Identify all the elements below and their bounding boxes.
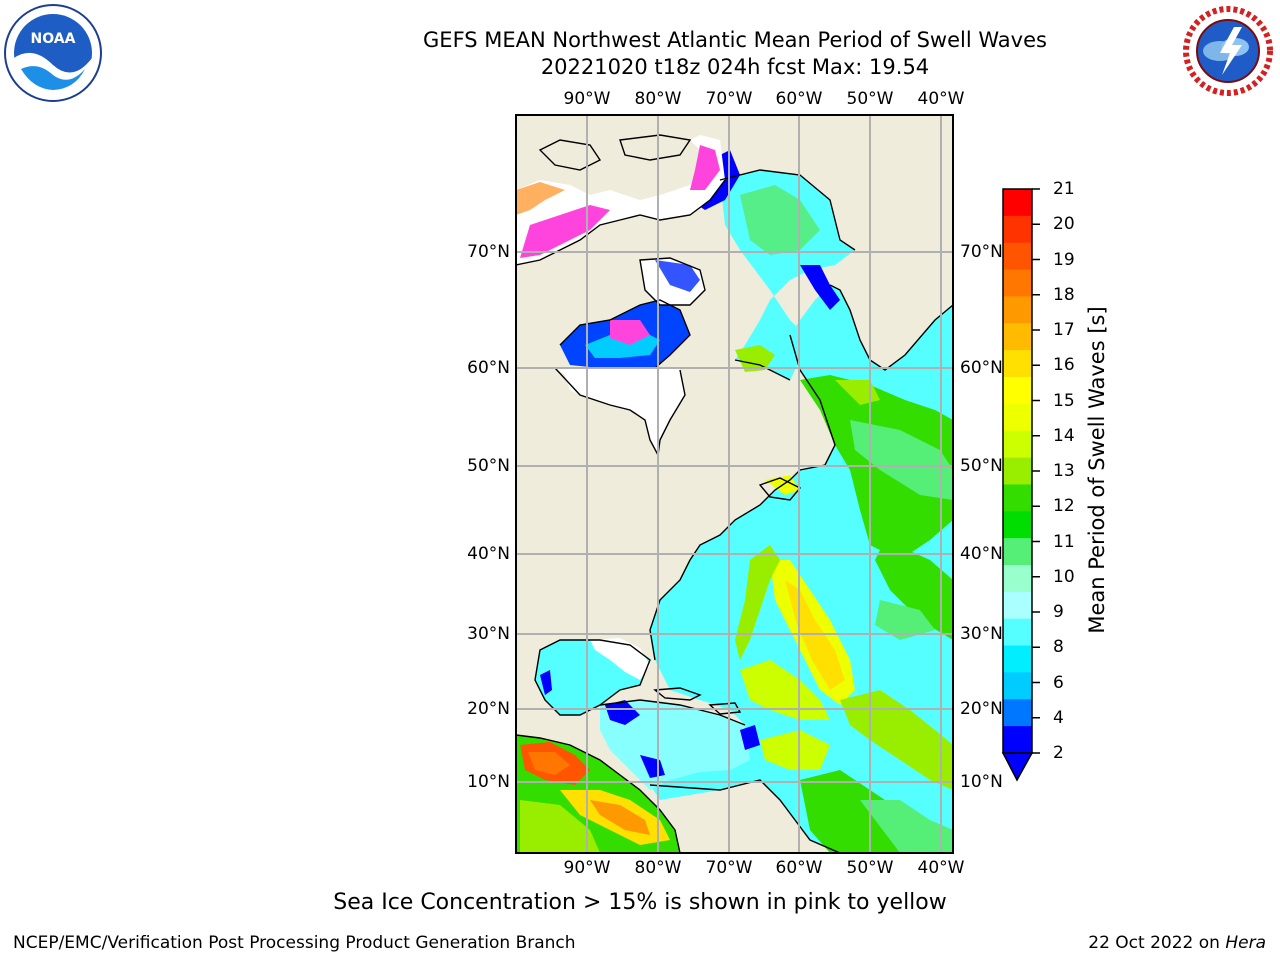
machine-name: Hera [1225,933,1266,953]
map-subtitle: 20221020 t18z 024h fcst Max: 19.54 [540,55,930,79]
lat-label-left: 70°N [467,242,510,262]
colorbar-tick-label: 2 [1053,743,1064,763]
lat-label-left: 20°N [467,699,510,719]
colorbar-tick-label: 10 [1053,566,1075,587]
colorbar-swatch [1003,699,1032,727]
colorbar-swatch [1003,726,1032,754]
colorbar-tick-label: 19 [1053,249,1075,270]
colorbar-swatch [1003,591,1032,620]
colorbar-swatch [1003,323,1032,351]
lon-label-top: 80°W [634,89,682,109]
colorbar-swatch [1003,242,1032,271]
caribbean-field [600,700,750,790]
colorbar-tick-label: 8 [1053,637,1064,658]
colorbar-tick-label: 21 [1053,179,1075,199]
map-title: GEFS MEAN Northwest Atlantic Mean Period… [423,28,1047,52]
lon-label-bottom: 50°W [846,858,894,878]
colorbar-tick-label: 16 [1053,355,1075,376]
lat-label-right: 10°N [960,772,1003,792]
lon-label-top: 40°W [917,89,965,109]
colorbar-swatch [1003,350,1032,378]
credit-text: NCEP/EMC/Verification Post Processing Pr… [13,933,576,953]
colorbar-swatch [1003,457,1032,485]
colorbar-tick-label: 17 [1053,320,1075,340]
colorbar-tick-label: 12 [1053,496,1075,517]
colorbar-swatch [1003,511,1032,539]
lat-label-left: 10°N [467,772,510,792]
colorbar-swatch [1003,618,1032,647]
lon-label-bottom: 70°W [705,858,753,878]
noaa-logo-text: NOAA [31,31,76,47]
colorbar [1003,188,1040,754]
lat-label-left: 40°N [467,544,510,564]
green-swell-band-north [800,375,953,560]
colorbar-tick-label: 18 [1053,284,1075,305]
nws-logo [1182,5,1274,97]
graticule [516,115,953,853]
colorbar-swatch [1003,538,1032,566]
colorbar-tick-label: 6 [1053,672,1064,693]
lat-label-right: 70°N [960,242,1003,262]
noaa-logo: NOAA [4,4,102,102]
colorbar-extend-arrow [1001,752,1034,782]
colorbar-tick-label: 11 [1053,531,1075,552]
colorbar-tick-label: 15 [1053,390,1075,411]
lat-label-left: 50°N [467,456,510,476]
colorbar-swatch [1003,565,1032,593]
lat-label-right: 50°N [960,456,1003,476]
lat-label-right: 20°N [960,699,1003,719]
colorbar-tick-label: 20 [1053,214,1075,235]
lon-label-top: 50°W [846,89,894,109]
colorbar-tick-label: 14 [1053,425,1075,446]
colorbar-swatch [1003,403,1032,432]
colorbar-swatch [1003,269,1032,297]
colorbar-swatch [1003,484,1032,512]
colorbar-tick-label: 9 [1053,602,1064,622]
colorbar-label: Mean Period of Swell Waves [s] [1085,306,1109,634]
colorbar-swatch [1003,296,1032,324]
date-value: 22 Oct 2022 on [1088,933,1220,953]
lat-label-left: 30°N [467,624,510,644]
colorbar-swatch [1003,672,1032,700]
colorbar-swatch [1003,377,1032,405]
colorbar-swatch [1003,430,1032,459]
coastlines [516,134,953,853]
lon-label-top: 90°W [563,89,611,109]
lon-label-bottom: 40°W [917,858,965,878]
lat-label-right: 60°N [960,358,1003,378]
lon-label-top: 70°W [705,89,753,109]
lat-label-left: 60°N [467,358,510,378]
colorbar-swatch [1003,189,1032,217]
colorbar-swatch [1003,645,1032,673]
map-frame [515,114,954,854]
colorbar-tick-label: 4 [1053,707,1064,728]
lon-label-bottom: 80°W [634,858,682,878]
colorbar-tick-label: 13 [1053,461,1075,481]
colorbar-swatch [1003,215,1032,244]
lat-label-right: 30°N [960,624,1003,644]
lon-label-top: 60°W [775,89,823,109]
lon-label-bottom: 90°W [563,858,611,878]
sea-ice-note: Sea Ice Concentration > 15% is shown in … [333,890,947,915]
lon-label-bottom: 60°W [775,858,823,878]
date-text: 22 Oct 2022 on Hera [1088,933,1266,953]
lat-label-right: 40°N [960,544,1003,564]
